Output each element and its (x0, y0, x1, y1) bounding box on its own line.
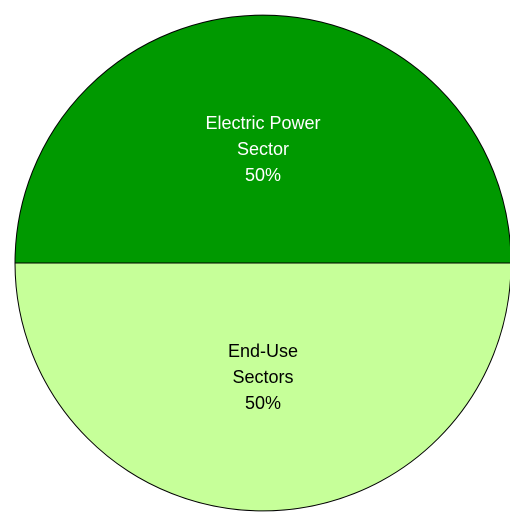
pie-labels: Electric Power Sector 50% End-Use Sectors 50% (205, 113, 320, 413)
pie-slice-0 (14, 14, 510, 264)
pie-slices (14, 14, 510, 512)
pie-slice-label-1: End-Use Sectors 50% (228, 341, 298, 413)
pie-slice-label-line: 50% (245, 393, 281, 413)
pie-slice-label-0: Electric Power Sector 50% (205, 113, 320, 185)
pie-slice-label-line: Electric Power (205, 113, 320, 133)
pie-slice-label-line: 50% (245, 165, 281, 185)
pie-slice-label-line: Sectors (232, 367, 293, 387)
pie-slice-label-line: End-Use (228, 341, 298, 361)
pie-slice-1 (14, 262, 510, 512)
pie-slice-label-line: Sector (237, 139, 289, 159)
